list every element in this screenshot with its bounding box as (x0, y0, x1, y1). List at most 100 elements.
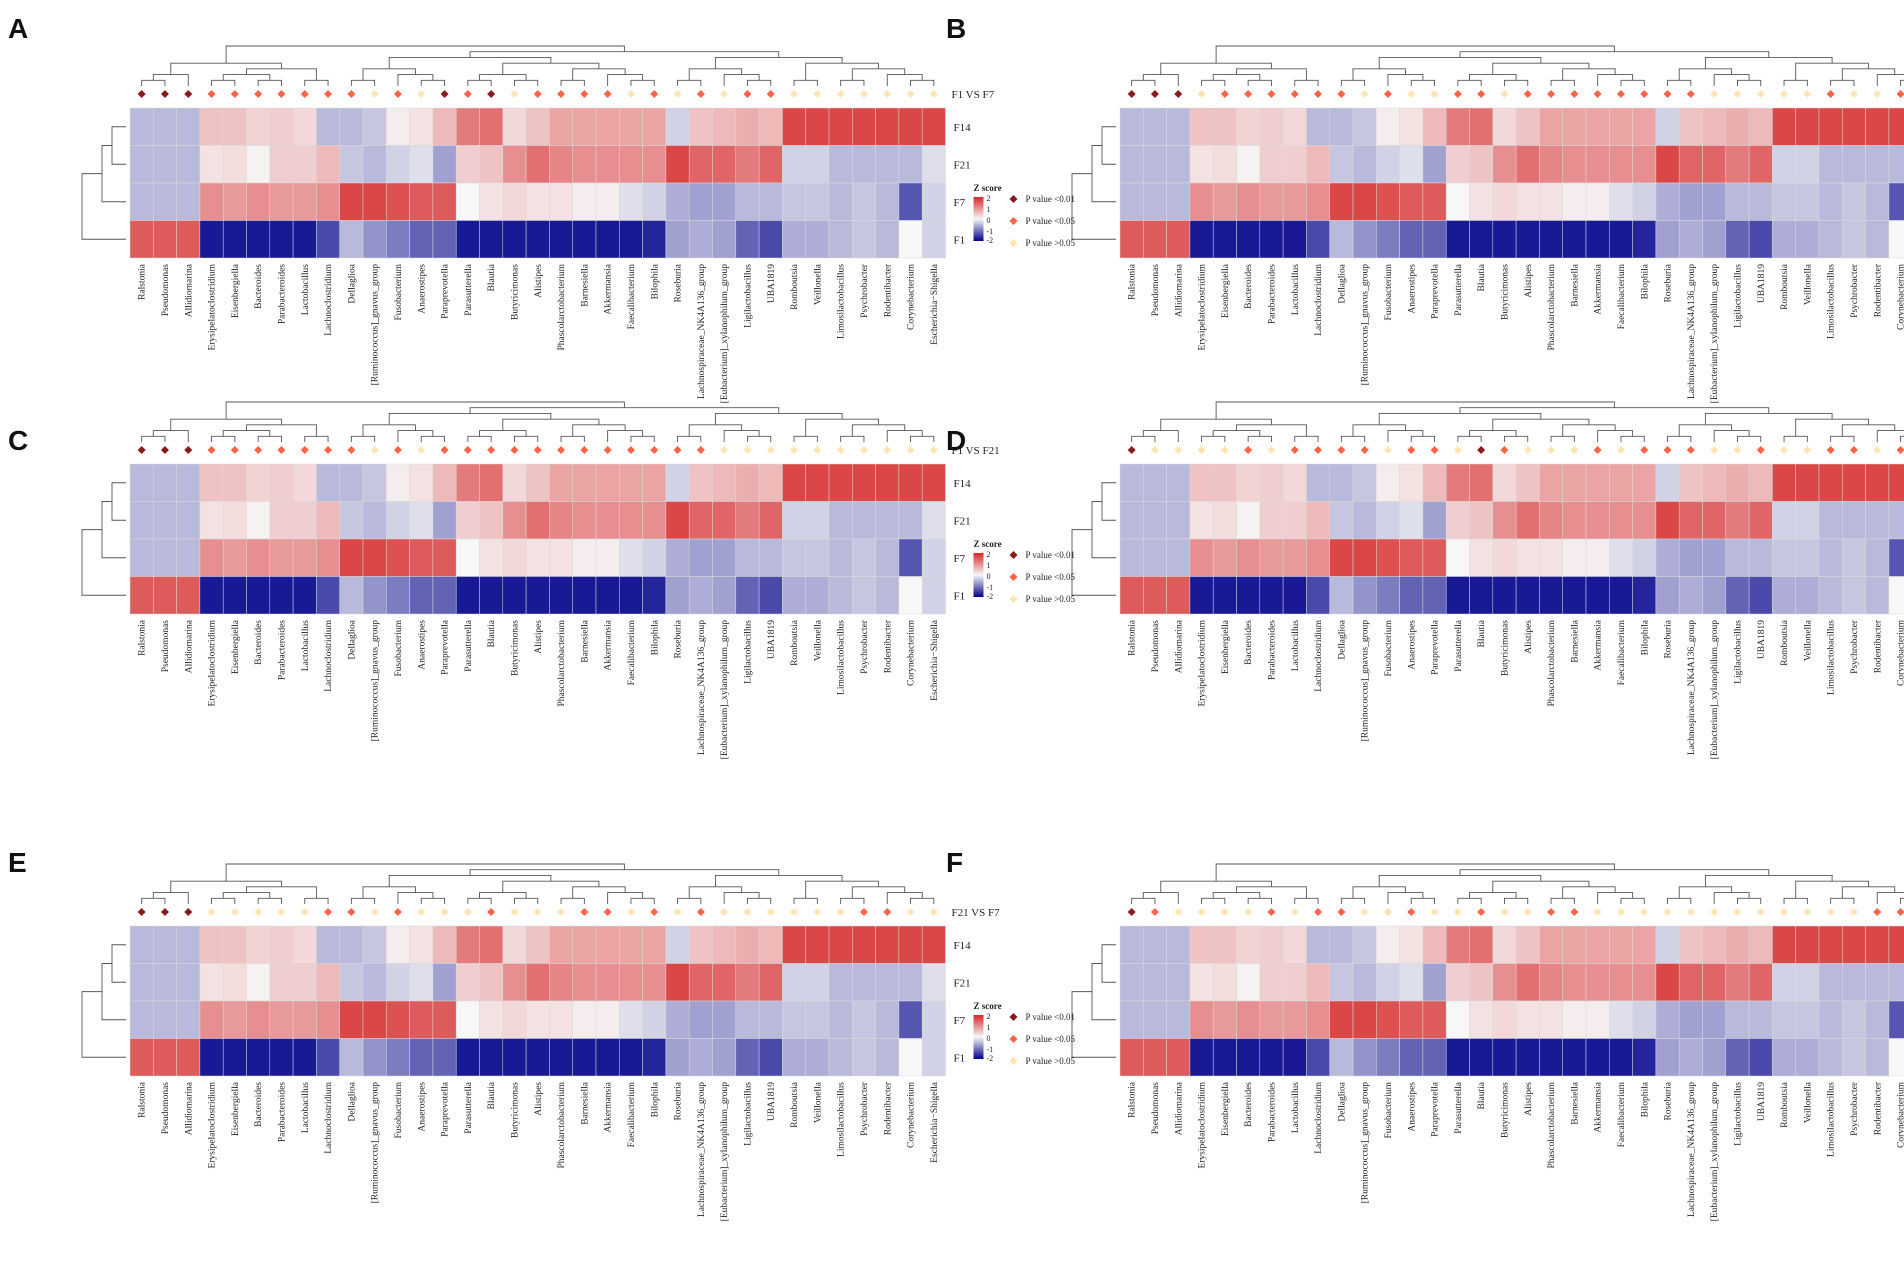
dendrogram-branch (152, 74, 189, 86)
dendrogram-branch (1504, 435, 1529, 442)
heatmap-cell (665, 107, 690, 146)
heatmap-cell (1539, 501, 1563, 540)
heatmap-cell (1469, 182, 1494, 221)
heatmap-cell (222, 1038, 247, 1077)
pvalue-marker (1150, 908, 1159, 916)
heatmap-cell (1888, 501, 1904, 540)
pvalue-marker (557, 446, 566, 454)
heatmap-cell (455, 463, 480, 502)
heatmap-cell (782, 1038, 806, 1077)
heatmap-cell (129, 463, 154, 502)
column-dendrogram (141, 401, 935, 442)
heatmap-cell (1702, 501, 1727, 540)
colorbar (973, 197, 984, 241)
dendrogram-branch (1469, 892, 1517, 899)
heatmap-cell (502, 963, 527, 1002)
heatmap-cell (875, 1038, 900, 1077)
heatmap-cell (479, 576, 504, 615)
heatmap-cell (199, 963, 224, 1002)
column-label: UBA1819 (1757, 1082, 1767, 1121)
heatmap-cell (1655, 576, 1680, 615)
dendrogram-branch (1387, 430, 1424, 442)
column-label: Psychrobacter (860, 1081, 870, 1136)
dendrogram-branch (572, 68, 626, 81)
heatmap-cell (665, 220, 690, 259)
dendrogram-branch (1667, 435, 1692, 442)
column-label: Phascolarctobacterium (557, 263, 567, 350)
column-label: Bilophila (1640, 263, 1650, 299)
heatmap-cell (688, 963, 713, 1002)
heatmap-cell (1259, 463, 1284, 502)
pvalue-marker (1826, 90, 1835, 98)
heatmap-cell (549, 463, 573, 502)
heatmap-cell (292, 220, 317, 259)
heatmap-cell (1585, 538, 1610, 577)
pvalue-marker (1663, 446, 1672, 454)
heatmap-cell (1888, 576, 1904, 615)
dendrogram-branch (152, 430, 189, 442)
heatmap-cell (1306, 963, 1330, 1002)
heatmap-cell (1632, 963, 1657, 1002)
column-label: Parasutterella (464, 263, 474, 315)
heatmap-cell (129, 963, 154, 1002)
dendrogram-branch (222, 892, 271, 899)
heatmap-cell (1562, 925, 1587, 964)
column-label: Alistipes (1524, 264, 1534, 298)
heatmap-cell (1818, 925, 1843, 964)
heatmap-cell (1352, 963, 1377, 1002)
pvalue-marker (1826, 908, 1835, 916)
pvalue-marker (1849, 446, 1858, 454)
heatmap-cell (129, 538, 154, 577)
dendrogram-branch (479, 430, 527, 437)
pvalue-marker (1430, 446, 1439, 454)
heatmap-cell (619, 107, 643, 146)
heatmap-cell (246, 1038, 271, 1077)
column-label: UBA1819 (767, 1082, 777, 1121)
column-label: Veillonella (1803, 263, 1813, 305)
heatmap-cell (222, 182, 247, 221)
dendrogram-branch (840, 79, 865, 86)
heatmap-cell (921, 538, 946, 577)
heatmap-cell (455, 182, 480, 221)
pvalue-marker (1407, 90, 1416, 98)
dendrogram-branch (514, 897, 539, 904)
column-label: Paraprevotella (441, 263, 451, 319)
heatmap-cell (782, 925, 806, 964)
heatmap-cell (199, 220, 224, 259)
column-label: Lactobacillus (301, 620, 311, 671)
column-label: Dellaglioa (1337, 619, 1347, 659)
heatmap-cell (1585, 925, 1610, 964)
pvalue-marker (1849, 908, 1858, 916)
heatmap-cell (549, 145, 573, 184)
heatmap-cell (898, 576, 923, 615)
dendrogram-branch (1457, 79, 1482, 86)
heatmap-cell (1795, 182, 1820, 221)
pvalue-marker (836, 908, 845, 916)
heatmap-cell (1212, 1000, 1237, 1039)
pvalue-marker (324, 90, 333, 98)
heatmap-cell (1888, 925, 1904, 964)
panel-letter: B (946, 13, 966, 44)
heatmap-cell (432, 107, 457, 146)
heatmap-cell (572, 1038, 597, 1077)
heatmap-cell (1585, 107, 1610, 146)
panel-letter: A (8, 13, 28, 44)
dendrogram-branch (805, 418, 879, 437)
dendrogram-branch (1340, 435, 1366, 442)
dendrogram-branch (1900, 897, 1904, 904)
column-label: Limosilactobacillus (1827, 1082, 1837, 1157)
heatmap-cell (898, 501, 923, 540)
heatmap-cell (1422, 963, 1447, 1002)
pvalue-marker (1337, 90, 1346, 98)
pvalue-marker (440, 446, 449, 454)
heatmap-cell (1818, 538, 1843, 577)
pvalue-marker (1710, 446, 1719, 454)
heatmap-cell (1888, 1000, 1904, 1039)
column-label: Lachnospiraceae_NK4A136_group (1687, 264, 1697, 399)
dendrogram-branch (1352, 68, 1406, 81)
pvalue-marker (1616, 908, 1625, 916)
heatmap-cell (386, 501, 410, 540)
dendrogram-branch (1131, 79, 1156, 86)
heatmap-cell (1189, 182, 1214, 221)
dendrogram-branch (514, 435, 539, 442)
